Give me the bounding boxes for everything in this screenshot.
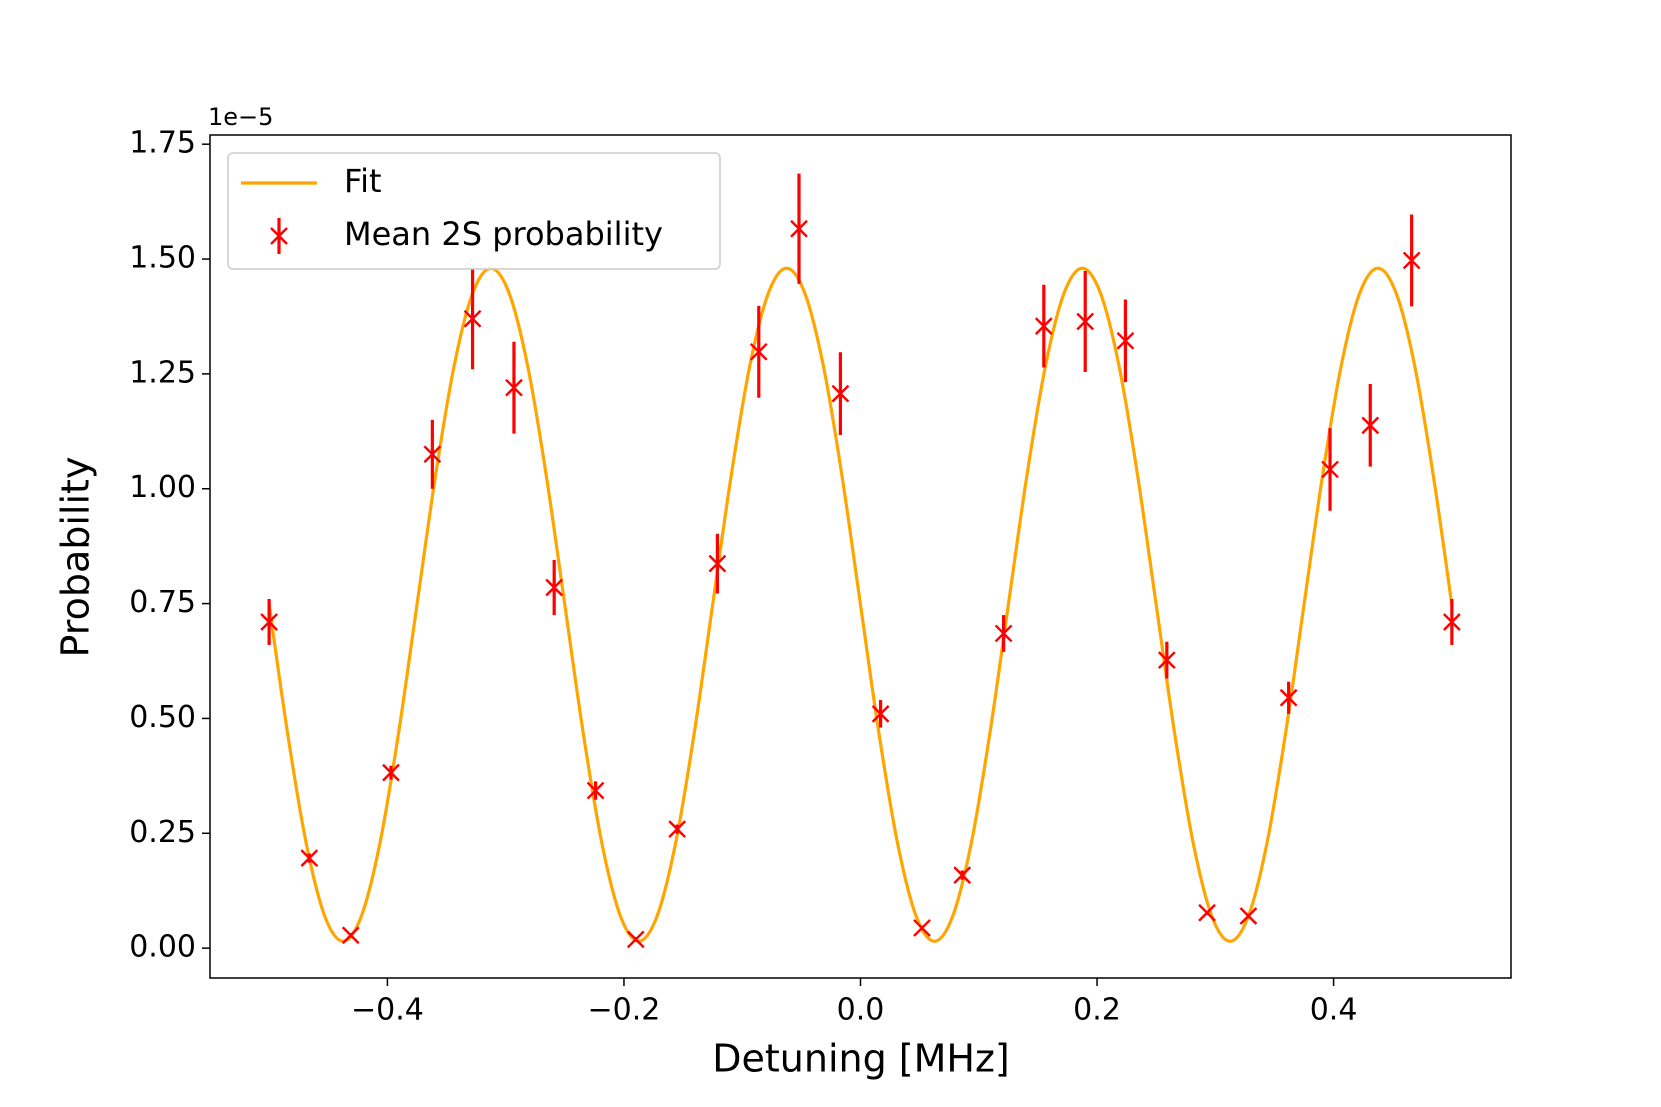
data-point <box>1076 312 1095 331</box>
data-point <box>545 578 564 597</box>
y-tick-label: 1.25 <box>129 355 196 390</box>
y-tick-label: 1.00 <box>129 470 196 505</box>
legend-label: Mean 2S probability <box>344 215 663 253</box>
y-tick-label: 0.25 <box>129 815 196 850</box>
x-tick-label: 0.2 <box>1073 993 1121 1028</box>
legend-label: Fit <box>344 162 382 200</box>
data-point <box>749 342 768 361</box>
data-point <box>871 704 890 723</box>
y-tick-label: 1.50 <box>129 241 196 276</box>
data-point <box>1361 416 1380 435</box>
data-point <box>1443 613 1461 631</box>
x-tick-label: −0.4 <box>351 993 424 1028</box>
data-point <box>260 613 278 631</box>
data-point <box>790 219 808 238</box>
data-point <box>505 378 523 397</box>
y-offset-label: 1e−5 <box>208 103 273 131</box>
data-point <box>668 820 687 839</box>
y-tick-label: 0.75 <box>129 585 196 620</box>
y-tick-label: 1.75 <box>129 126 196 161</box>
data-point <box>1034 317 1053 335</box>
data-point <box>1157 651 1176 669</box>
x-tick-label: −0.2 <box>588 993 661 1028</box>
data-point <box>300 849 319 867</box>
data-point <box>1198 903 1216 922</box>
data-point <box>586 781 605 800</box>
data-point <box>953 866 972 884</box>
x-tick-label: 0.4 <box>1310 993 1358 1028</box>
data-point <box>994 624 1013 643</box>
data-point <box>1116 331 1135 350</box>
data-point <box>831 384 850 403</box>
data-point <box>913 919 931 937</box>
data-point <box>1239 907 1258 925</box>
data-point <box>341 926 360 945</box>
data-point <box>423 445 442 464</box>
y-tick-label: 0.00 <box>129 930 196 965</box>
y-axis-label: Probability <box>54 457 98 658</box>
plot-frame <box>209 134 1512 979</box>
legend-marker <box>270 227 288 245</box>
data-point <box>1321 460 1339 479</box>
data-point <box>1279 688 1298 707</box>
data-point <box>708 554 727 573</box>
x-axis-label: Detuning [MHz] <box>712 1037 1010 1081</box>
data-point <box>1402 251 1421 270</box>
data-point <box>382 763 400 782</box>
data-point <box>626 930 645 949</box>
fit-line <box>267 266 1454 943</box>
data-point <box>463 309 482 328</box>
y-tick-label: 0.50 <box>129 700 196 735</box>
x-tick-label: 0.0 <box>837 993 885 1028</box>
legend-box <box>227 152 721 270</box>
